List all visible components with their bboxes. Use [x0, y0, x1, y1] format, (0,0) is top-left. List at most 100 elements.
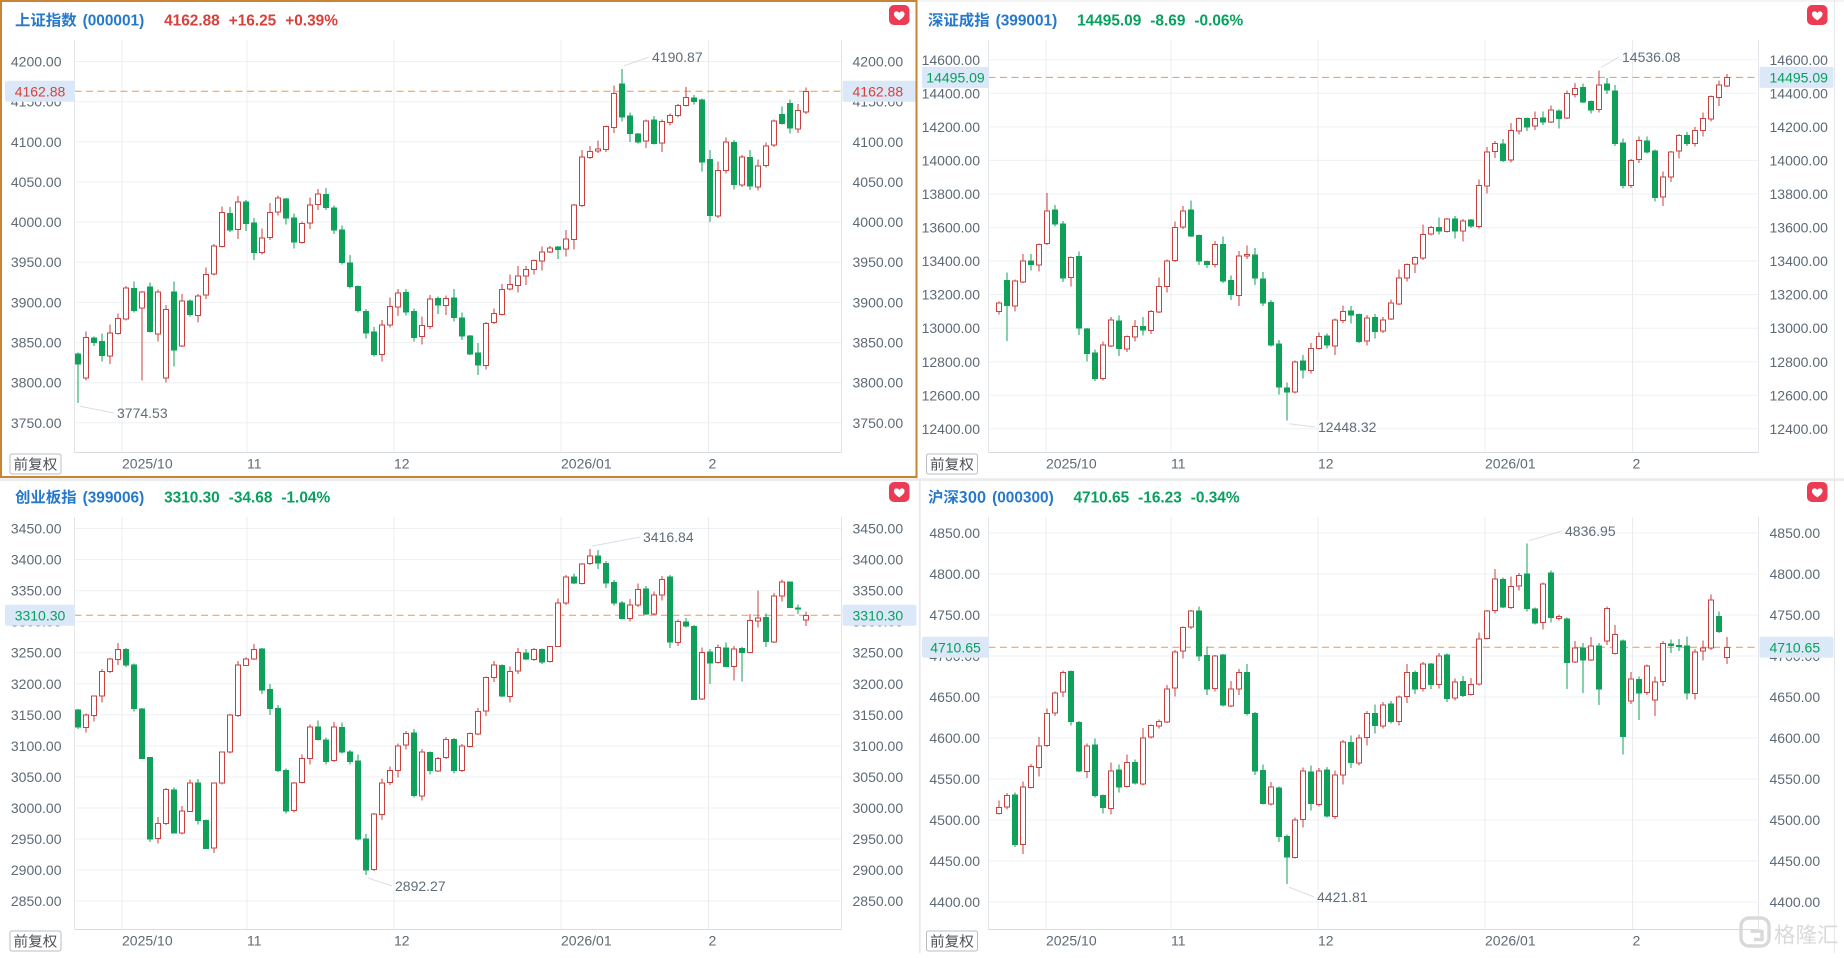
- svg-text:(399001): (399001): [996, 13, 1058, 30]
- svg-text:12600.00: 12600.00: [1770, 387, 1829, 403]
- svg-text:4400.00: 4400.00: [929, 894, 980, 910]
- svg-text:12: 12: [394, 933, 410, 949]
- svg-text:4500.00: 4500.00: [1770, 812, 1821, 828]
- svg-text:14200.00: 14200.00: [1770, 119, 1829, 135]
- svg-text:4850.00: 4850.00: [929, 525, 980, 541]
- svg-text:4710.65-16.23-0.34%: 4710.65 -16.23 -0.34%: [1074, 490, 1240, 507]
- svg-text:3250.00: 3250.00: [11, 645, 62, 661]
- svg-text:2025/10: 2025/10: [122, 933, 173, 949]
- svg-text:2950.00: 2950.00: [853, 831, 904, 847]
- svg-text:2026/01: 2026/01: [1485, 933, 1536, 949]
- svg-text:4650.00: 4650.00: [929, 689, 980, 705]
- svg-text:4450.00: 4450.00: [929, 853, 980, 869]
- svg-text:2: 2: [1633, 456, 1641, 472]
- svg-text:14400.00: 14400.00: [922, 85, 981, 101]
- svg-text:4400.00: 4400.00: [1770, 894, 1821, 910]
- svg-text:3950.00: 3950.00: [853, 254, 904, 270]
- svg-text:3450.00: 3450.00: [853, 521, 904, 537]
- svg-text:12400.00: 12400.00: [922, 421, 981, 437]
- svg-text:13200.00: 13200.00: [922, 287, 981, 303]
- svg-text:3750.00: 3750.00: [853, 415, 904, 431]
- svg-text:4100.00: 4100.00: [11, 134, 62, 150]
- svg-text:4100.00: 4100.00: [853, 134, 904, 150]
- svg-text:12400.00: 12400.00: [1770, 421, 1829, 437]
- svg-text:11: 11: [247, 933, 262, 949]
- svg-text:3900.00: 3900.00: [853, 294, 904, 310]
- svg-text:3450.00: 3450.00: [11, 521, 62, 537]
- svg-text:4162.88: 4162.88: [15, 83, 66, 99]
- svg-text:12: 12: [1318, 933, 1334, 949]
- svg-text:2892.27: 2892.27: [395, 878, 446, 894]
- svg-text:12600.00: 12600.00: [922, 387, 981, 403]
- svg-text:3416.84: 3416.84: [643, 529, 694, 545]
- svg-text:4050.00: 4050.00: [853, 174, 904, 190]
- svg-text:13800.00: 13800.00: [1770, 186, 1829, 202]
- svg-text:3310.30: 3310.30: [15, 607, 66, 623]
- svg-text:3100.00: 3100.00: [853, 738, 904, 754]
- svg-text:2850.00: 2850.00: [853, 893, 904, 909]
- svg-text:13400.00: 13400.00: [1770, 253, 1829, 269]
- svg-text:12800.00: 12800.00: [1770, 354, 1829, 370]
- svg-text:3850.00: 3850.00: [11, 335, 62, 351]
- svg-text:14200.00: 14200.00: [922, 119, 981, 135]
- svg-text:3350.00: 3350.00: [11, 583, 62, 599]
- svg-text:3000.00: 3000.00: [11, 800, 62, 816]
- svg-text:3900.00: 3900.00: [11, 294, 62, 310]
- svg-text:3850.00: 3850.00: [853, 335, 904, 351]
- svg-text:3350.00: 3350.00: [853, 583, 904, 599]
- svg-text:11: 11: [1171, 933, 1186, 949]
- svg-text:4500.00: 4500.00: [929, 812, 980, 828]
- svg-text:(000300): (000300): [992, 490, 1054, 507]
- svg-text:2900.00: 2900.00: [11, 862, 62, 878]
- svg-text:4710.65: 4710.65: [1770, 639, 1821, 655]
- svg-text:2025/10: 2025/10: [1046, 933, 1097, 949]
- svg-text:2026/01: 2026/01: [561, 933, 612, 949]
- svg-text:3750.00: 3750.00: [11, 415, 62, 431]
- svg-text:13600.00: 13600.00: [922, 220, 981, 236]
- svg-text:4750.00: 4750.00: [929, 607, 980, 623]
- svg-text:4050.00: 4050.00: [11, 174, 62, 190]
- svg-text:13800.00: 13800.00: [922, 186, 981, 202]
- svg-text:4162.88+16.25+0.39%: 4162.88 +16.25 +0.39%: [164, 13, 338, 30]
- svg-text:14600.00: 14600.00: [922, 52, 981, 68]
- svg-text:3310.30: 3310.30: [853, 607, 904, 623]
- svg-text:14400.00: 14400.00: [1770, 85, 1829, 101]
- svg-text:2026/01: 2026/01: [561, 456, 612, 472]
- svg-text:3800.00: 3800.00: [11, 375, 62, 391]
- svg-text:4710.65: 4710.65: [930, 639, 981, 655]
- svg-text:14600.00: 14600.00: [1770, 52, 1829, 68]
- svg-text:3310.30-34.68-1.04%: 3310.30 -34.68 -1.04%: [164, 490, 330, 507]
- svg-text:3200.00: 3200.00: [853, 676, 904, 692]
- svg-text:14000.00: 14000.00: [922, 152, 981, 168]
- svg-text:4836.95: 4836.95: [1565, 523, 1616, 539]
- svg-text:4750.00: 4750.00: [1770, 607, 1821, 623]
- svg-text:3100.00: 3100.00: [11, 738, 62, 754]
- svg-text:14000.00: 14000.00: [1770, 152, 1829, 168]
- svg-text:3150.00: 3150.00: [853, 707, 904, 723]
- svg-text:4850.00: 4850.00: [1770, 525, 1821, 541]
- svg-text:3000.00: 3000.00: [853, 800, 904, 816]
- svg-text:4000.00: 4000.00: [11, 214, 62, 230]
- svg-text:14495.09: 14495.09: [926, 69, 985, 85]
- svg-text:12448.32: 12448.32: [1318, 419, 1377, 435]
- svg-text:2025/10: 2025/10: [122, 456, 173, 472]
- svg-text:4000.00: 4000.00: [853, 214, 904, 230]
- svg-text:4200.00: 4200.00: [853, 54, 904, 70]
- svg-text:4650.00: 4650.00: [1770, 689, 1821, 705]
- svg-text:2: 2: [709, 933, 717, 949]
- svg-text:2900.00: 2900.00: [853, 862, 904, 878]
- svg-text:14536.08: 14536.08: [1622, 49, 1681, 65]
- svg-text:13200.00: 13200.00: [1770, 287, 1829, 303]
- svg-text:4190.87: 4190.87: [652, 49, 703, 65]
- svg-text:2025/10: 2025/10: [1046, 456, 1097, 472]
- svg-text:4800.00: 4800.00: [929, 566, 980, 582]
- svg-text:14495.09-8.69-0.06%: 14495.09 -8.69 -0.06%: [1077, 13, 1243, 30]
- svg-text:12: 12: [1318, 456, 1334, 472]
- svg-text:11: 11: [1171, 456, 1186, 472]
- svg-text:4450.00: 4450.00: [1770, 853, 1821, 869]
- svg-text:3950.00: 3950.00: [11, 254, 62, 270]
- svg-text:3400.00: 3400.00: [853, 552, 904, 568]
- svg-text:2850.00: 2850.00: [11, 893, 62, 909]
- svg-text:4550.00: 4550.00: [1770, 771, 1821, 787]
- svg-text:2026/01: 2026/01: [1485, 456, 1536, 472]
